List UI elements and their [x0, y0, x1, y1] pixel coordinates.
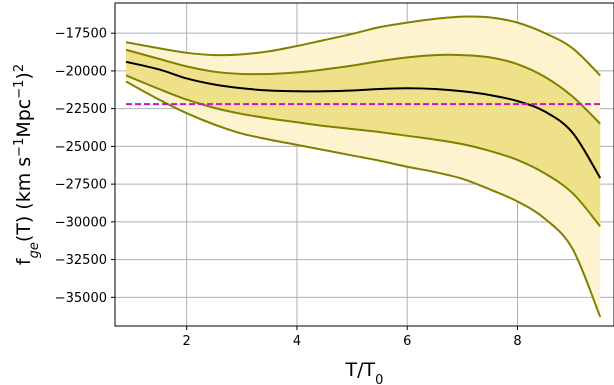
inner-lower-boundary-line [125, 74, 601, 228]
y-tick-label: −27500 [55, 178, 107, 193]
x-tick-label: 6 [403, 334, 411, 349]
outer-upper-boundary-line [125, 15, 601, 77]
median-line [125, 60, 602, 179]
y-tick-label: −30000 [55, 215, 107, 230]
y-tick-label: −17500 [55, 27, 107, 42]
y-tick-label: −25000 [55, 140, 107, 155]
y-tick-label: −32500 [55, 253, 107, 268]
x-tick-label: 2 [183, 334, 191, 349]
inner-upper-boundary-line [125, 48, 601, 125]
x-tick-label: 8 [513, 334, 521, 349]
outer-confidence-band [126, 16, 601, 317]
y-tick-label: −20000 [55, 64, 107, 79]
series-lines [125, 15, 602, 318]
x-axis-label: T/T0 [345, 359, 384, 385]
x-tick-label: 4 [293, 334, 301, 349]
y-axis-label: fge(T) (km s−1Mpc−1)2 [12, 64, 42, 265]
axis-ticks: 2 4 6 8 −17500 −20000 −22500 −25000 −27500 −30000… [55, 27, 522, 349]
y-tick-label: −22500 [55, 102, 107, 117]
confidence-bands [126, 16, 601, 317]
y-tick-label: −35000 [55, 291, 107, 306]
plot-frame [114, 2, 614, 327]
outer-lower-boundary-line [125, 80, 602, 318]
